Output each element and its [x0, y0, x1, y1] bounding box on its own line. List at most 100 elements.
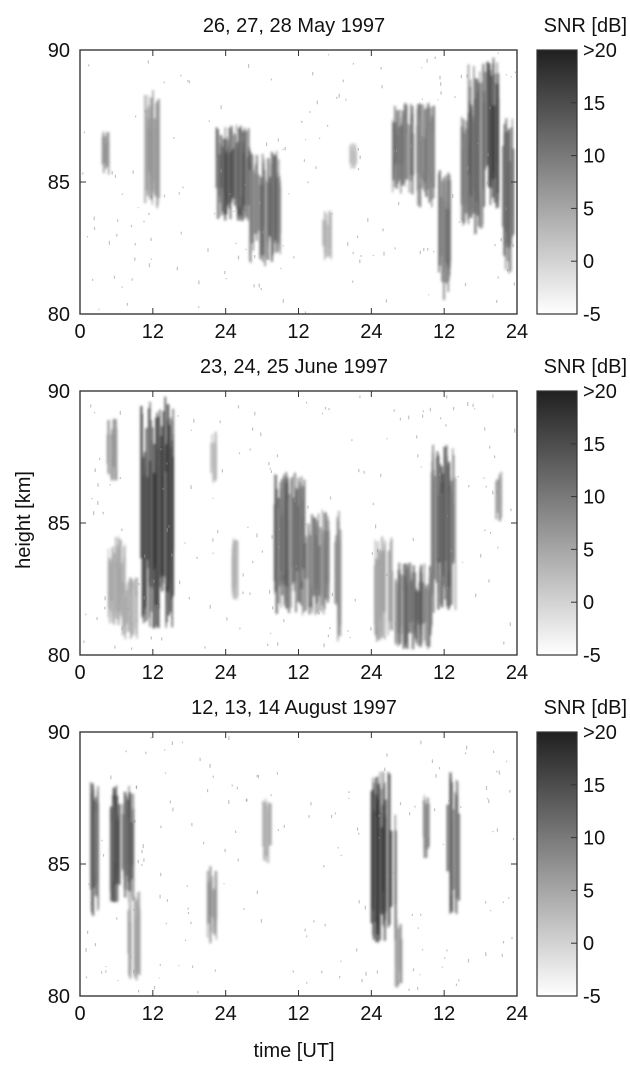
colorbar-tick-label: >20: [583, 722, 617, 744]
noise-dot: [121, 286, 123, 288]
noise-dot: [137, 859, 139, 864]
noise-dot: [365, 971, 367, 976]
echo-region: [430, 444, 457, 613]
noise-dot: [352, 63, 354, 65]
noise-dot: [351, 439, 353, 441]
noise-dot: [489, 106, 491, 110]
noise-dot: [482, 204, 484, 208]
noise-dot: [429, 567, 431, 572]
noise-dot: [331, 213, 333, 215]
noise-dot: [358, 832, 360, 835]
noise-dot: [457, 476, 459, 478]
noise-dot: [446, 395, 448, 399]
noise-dot: [335, 566, 337, 571]
echo-region: [106, 418, 118, 481]
noise-dot: [171, 553, 173, 557]
noise-dot: [397, 980, 399, 984]
noise-dot: [378, 837, 380, 839]
noise-dot: [267, 235, 270, 239]
noise-dot: [293, 256, 295, 259]
noise-dot: [426, 58, 428, 63]
noise-dot: [394, 247, 396, 250]
noise-dot: [224, 848, 226, 853]
noise-dot: [384, 767, 386, 772]
noise-dot: [278, 546, 280, 549]
noise-dot: [309, 111, 311, 113]
noise-dot: [440, 91, 442, 95]
noise-dot: [339, 975, 341, 979]
noise-dot: [440, 82, 442, 86]
x-tick-label: 12: [142, 1003, 164, 1025]
noise-dot: [196, 556, 198, 559]
noise-dot: [119, 477, 121, 480]
noise-dot: [88, 883, 90, 886]
noise-dot: [249, 448, 251, 451]
noise-dot: [135, 115, 137, 118]
noise-dot: [514, 71, 516, 74]
noise-dot: [102, 854, 105, 857]
noise-dot: [102, 511, 104, 515]
noise-dot: [94, 468, 96, 472]
noise-dot: [337, 847, 339, 849]
noise-dot: [420, 913, 422, 916]
noise-dot: [363, 470, 365, 474]
noise-dot: [331, 814, 333, 818]
noise-dot: [188, 80, 190, 84]
noise-dot: [212, 552, 214, 554]
noise-dot: [153, 579, 155, 583]
noise-dot: [134, 243, 136, 246]
noise-dot: [150, 258, 152, 260]
noise-dot: [472, 403, 474, 408]
noise-dot: [399, 417, 401, 421]
colorbar-tick-label: 5: [583, 880, 594, 902]
noise-dot: [151, 194, 153, 198]
noise-dot: [486, 181, 488, 185]
x-tick-label: 24: [506, 321, 528, 343]
y-tick-label: 90: [48, 722, 70, 744]
noise-dot: [150, 636, 152, 640]
noise-dot: [164, 772, 167, 774]
echo-region: [304, 509, 330, 616]
noise-dot: [171, 616, 173, 619]
echo-region: [502, 118, 515, 274]
noise-dot: [422, 410, 424, 413]
noise-dot: [283, 619, 285, 623]
echo-region: [262, 798, 272, 863]
noise-dot: [358, 468, 360, 473]
noise-dot: [411, 913, 413, 916]
noise-dot: [271, 535, 273, 539]
noise-dot: [237, 405, 240, 409]
noise-dot: [276, 772, 278, 775]
noise-dot: [431, 549, 433, 551]
noise-dot: [104, 596, 106, 601]
noise-dot: [453, 407, 455, 411]
noise-dot: [96, 617, 98, 620]
echo-region: [322, 210, 332, 261]
noise-dot: [439, 564, 441, 567]
noise-dot: [496, 490, 498, 494]
noise-dot: [460, 74, 462, 79]
noise-dot: [352, 251, 354, 255]
noise-dot: [259, 200, 261, 205]
noise-dot: [243, 908, 245, 910]
noise-dot: [163, 194, 166, 198]
noise-dot: [87, 930, 89, 934]
noise-dot: [220, 105, 222, 110]
noise-dot: [448, 800, 450, 802]
y-tick-label: 80: [48, 304, 70, 326]
colorbar: SNR [dB] -5 0 5 10 15 >20: [536, 15, 627, 326]
noise-dot: [187, 907, 189, 910]
noise-dot: [126, 302, 128, 306]
noise-dot: [464, 283, 467, 287]
noise-dot: [93, 412, 96, 414]
noise-dot: [437, 99, 439, 101]
noise-dot: [153, 145, 155, 147]
noise-dot: [127, 607, 129, 610]
noise-dot: [192, 965, 194, 968]
noise-dot: [212, 538, 214, 542]
noise-dot: [166, 462, 168, 465]
noise-dot: [340, 855, 342, 857]
noise-dot: [148, 263, 150, 268]
echo-region: [121, 577, 138, 640]
noise-dot: [417, 927, 419, 929]
